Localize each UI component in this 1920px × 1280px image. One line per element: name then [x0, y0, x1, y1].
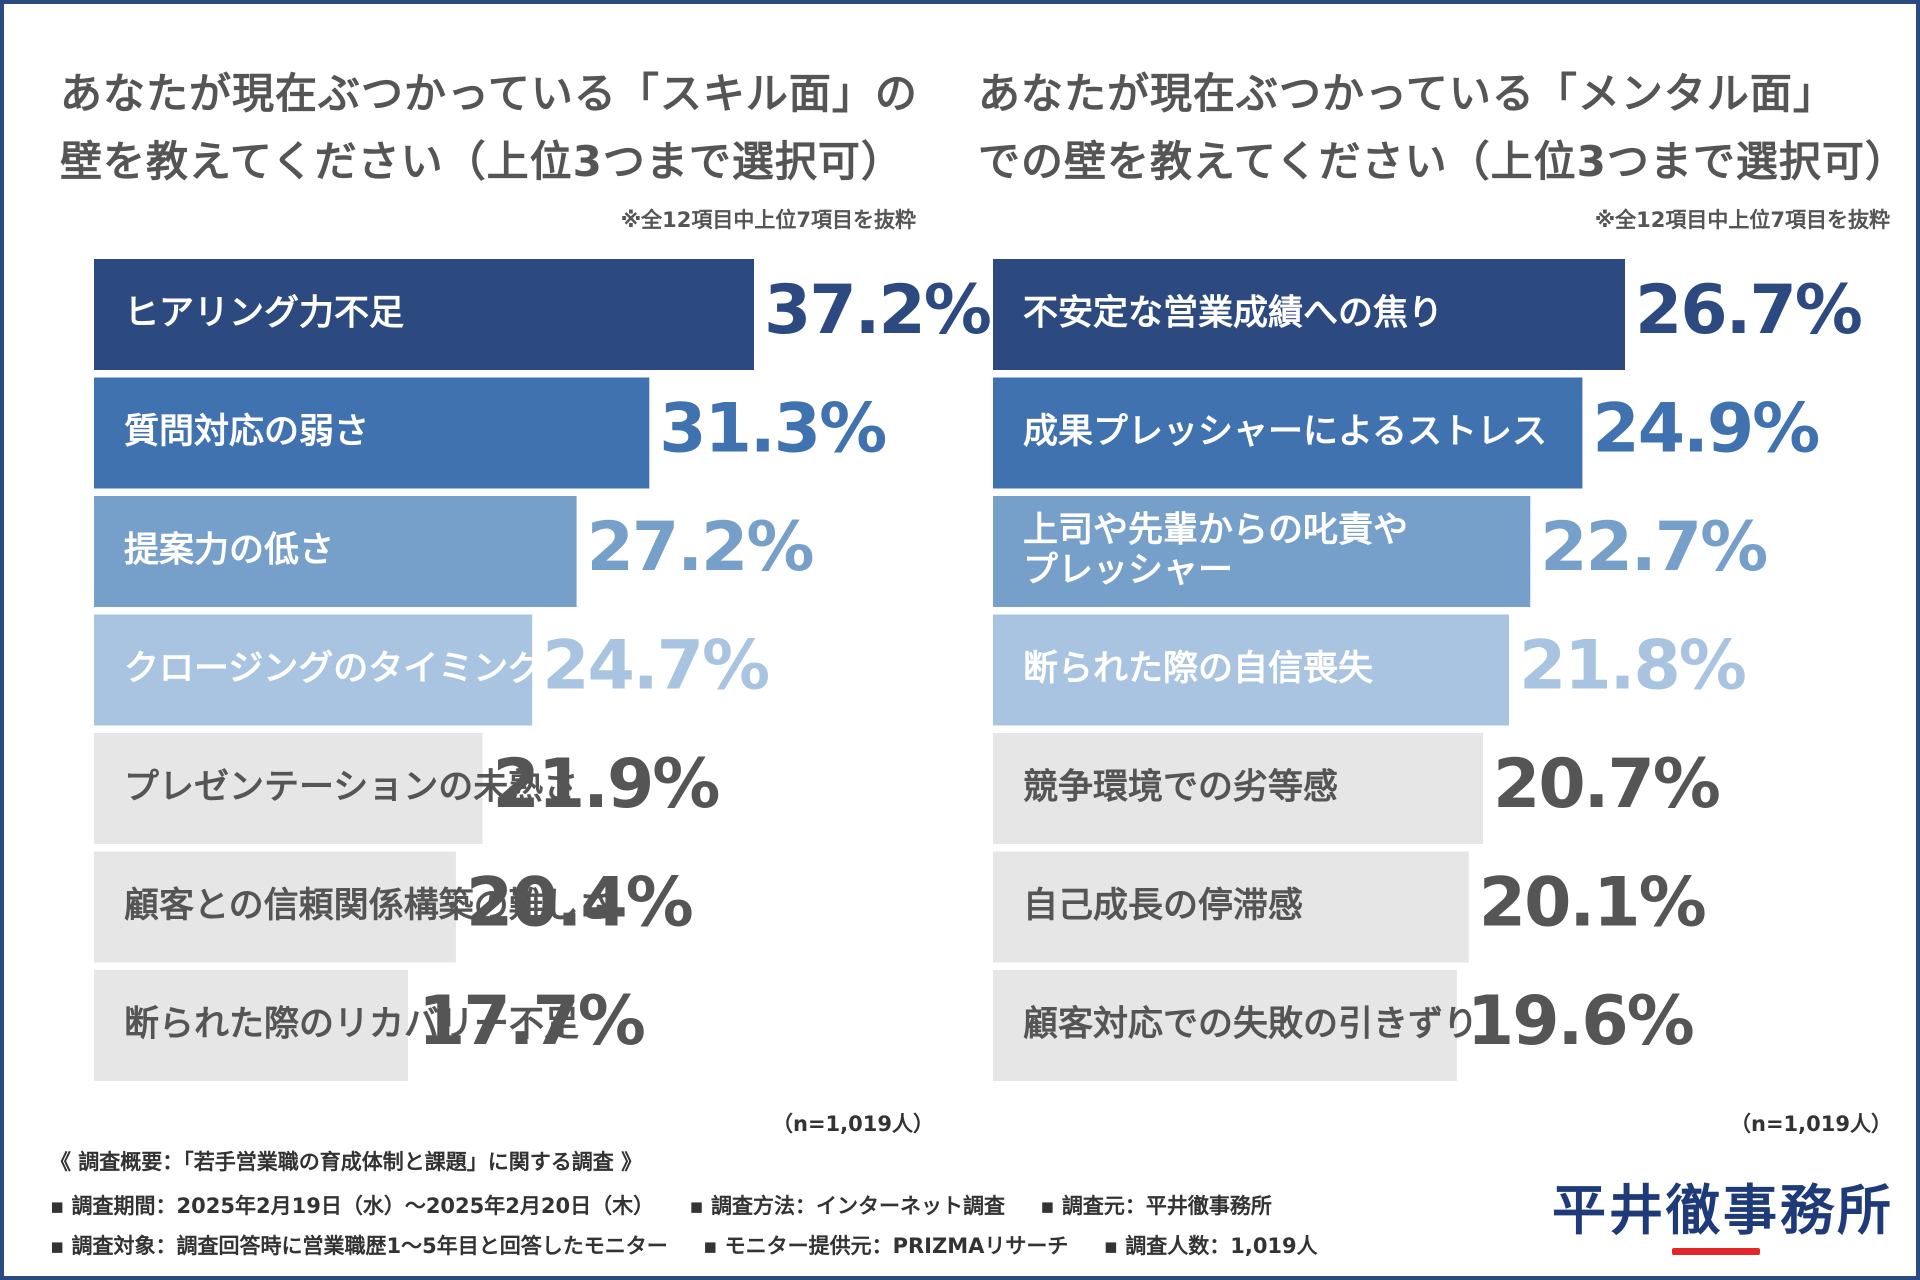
survey-period: ▪ 調査期間：2025年2月19日（水）〜2025年2月20日（木）	[50, 1194, 655, 1218]
survey-target: ▪ 調査対象：調査回答時に営業職歴1〜5年目と回答したモニター	[50, 1234, 668, 1258]
right-chart-category-label-2: 成果プレッシャーによるストレス	[1023, 412, 1547, 452]
left-chart-value-label-5: 21.9%	[493, 745, 719, 824]
left-chart-note: ※全12項目中上位7項目を抜粋	[620, 208, 916, 232]
left-chart-category-label-5: プレゼンテーションの未熟さ	[124, 768, 578, 808]
right-chart-note: ※全12項目中上位7項目を抜粋	[1594, 208, 1890, 232]
left-chart-bar-6	[94, 851, 456, 963]
right-chart-bar-1	[993, 259, 1625, 370]
left-chart-title: あなたが現在ぶつかっている「スキル面」の 壁を教えてください（上位3つまで選択可…	[60, 60, 918, 196]
left-chart-category-label-7: 断られた際のリカバリー不足	[124, 1005, 579, 1045]
right-chart-category-label-1: 不安定な営業成績への焦り	[1023, 294, 1443, 334]
left-chart-category-label-4: クロージングのタイミングミス	[124, 649, 613, 689]
left-chart-category-label-3: 提案力の低さ	[124, 531, 334, 571]
right-chart-bar-5	[993, 733, 1483, 844]
left-chart-bar-7	[94, 970, 408, 1081]
survey-source: ▪ 調査元：平井徹事務所	[1040, 1194, 1272, 1218]
right-chart-bar-7	[993, 970, 1457, 1081]
survey-line-1: ▪ 調査期間：2025年2月19日（水）〜2025年2月20日（木） ▪ 調査方…	[50, 1190, 1300, 1220]
survey-provider: ▪ モニター提供元：PRIZMAリサーチ	[703, 1234, 1069, 1258]
survey-line-2: ▪ 調査対象：調査回答時に営業職歴1〜5年目と回答したモニター ▪ モニター提供…	[50, 1230, 1346, 1260]
right-chart-bar-4	[993, 614, 1509, 726]
left-chart-category-label-1: ヒアリング力不足	[124, 294, 404, 334]
left-chart-title-line-1: あなたが現在ぶつかっている「スキル面」の	[60, 69, 918, 118]
right-chart-category-label-4: 断られた際の自信喪失	[1023, 649, 1374, 689]
right-chart-bar-2	[993, 377, 1583, 489]
right-chart-title: あなたが現在ぶつかっている「メンタル面」 での壁を教えてください（上位3つまで選…	[978, 60, 1908, 196]
left-chart-value-label-7: 17.7%	[418, 982, 644, 1061]
left-chart-value-label-4: 24.7%	[542, 627, 768, 706]
left-chart-bar-4	[94, 614, 533, 726]
right-chart-value-label-3: 22.7%	[1540, 508, 1766, 587]
left-chart-category-label-2: 質問対応の弱さ	[124, 412, 369, 452]
right-chart-value-label-2: 24.9%	[1592, 390, 1818, 469]
right-chart-title-line-2: での壁を教えてください（上位3つまで選択可）	[978, 137, 1908, 186]
right-chart-title-line-1: あなたが現在ぶつかっている「メンタル面」	[978, 69, 1836, 118]
left-chart-value-label-3: 27.2%	[587, 508, 813, 587]
logo-underline	[1672, 1248, 1760, 1255]
right-chart-n-label: （n=1,019人）	[1730, 1112, 1892, 1136]
right-chart-category-label-6: 自己成長の停滞感	[1023, 886, 1303, 926]
right-chart-value-label-1: 26.7%	[1635, 271, 1861, 350]
left-chart-bar-3	[94, 496, 577, 607]
left-chart-value-label-2: 31.3%	[659, 390, 885, 469]
right-chart-category-label-7: 顧客対応での失敗の引きずり	[1023, 1004, 1478, 1045]
right-chart-value-label-4: 21.8%	[1519, 627, 1745, 706]
left-chart-title-line-2: 壁を教えてください（上位3つまで選択可）	[60, 137, 904, 186]
left-chart-bar-5	[94, 733, 483, 844]
right-chart-value-label-7: 19.6%	[1467, 982, 1693, 1061]
survey-heading: 《 調査概要：「若手営業職の育成体制と課題」に関する調査 》	[50, 1150, 643, 1174]
left-chart-value-label-6: 20.4%	[466, 864, 692, 943]
survey-count: ▪ 調査人数：1,019人	[1103, 1234, 1318, 1258]
right-chart-category-label-5: 競争環境での劣等感	[1023, 768, 1338, 808]
left-chart-category-label-6: 顧客との信頼関係構築の難しさ	[124, 885, 614, 926]
right-chart-category-label-3: 上司や先輩からの叱責やプレッシャー	[1023, 511, 1408, 591]
logo: 平井徹事務所	[1552, 1178, 1894, 1242]
right-chart-bar-3	[993, 496, 1531, 607]
left-chart-bar-1	[94, 259, 754, 370]
survey-method: ▪ 調査方法：インターネット調査	[689, 1194, 1005, 1218]
left-chart-value-label-1: 37.2%	[764, 271, 990, 350]
right-chart-value-label-5: 20.7%	[1493, 745, 1719, 824]
right-chart-value-label-6: 20.1%	[1479, 864, 1705, 943]
right-chart-bar-6	[993, 851, 1469, 963]
left-chart-bar-2	[94, 377, 650, 489]
left-chart-n-label: （n=1,019人）	[772, 1112, 934, 1136]
